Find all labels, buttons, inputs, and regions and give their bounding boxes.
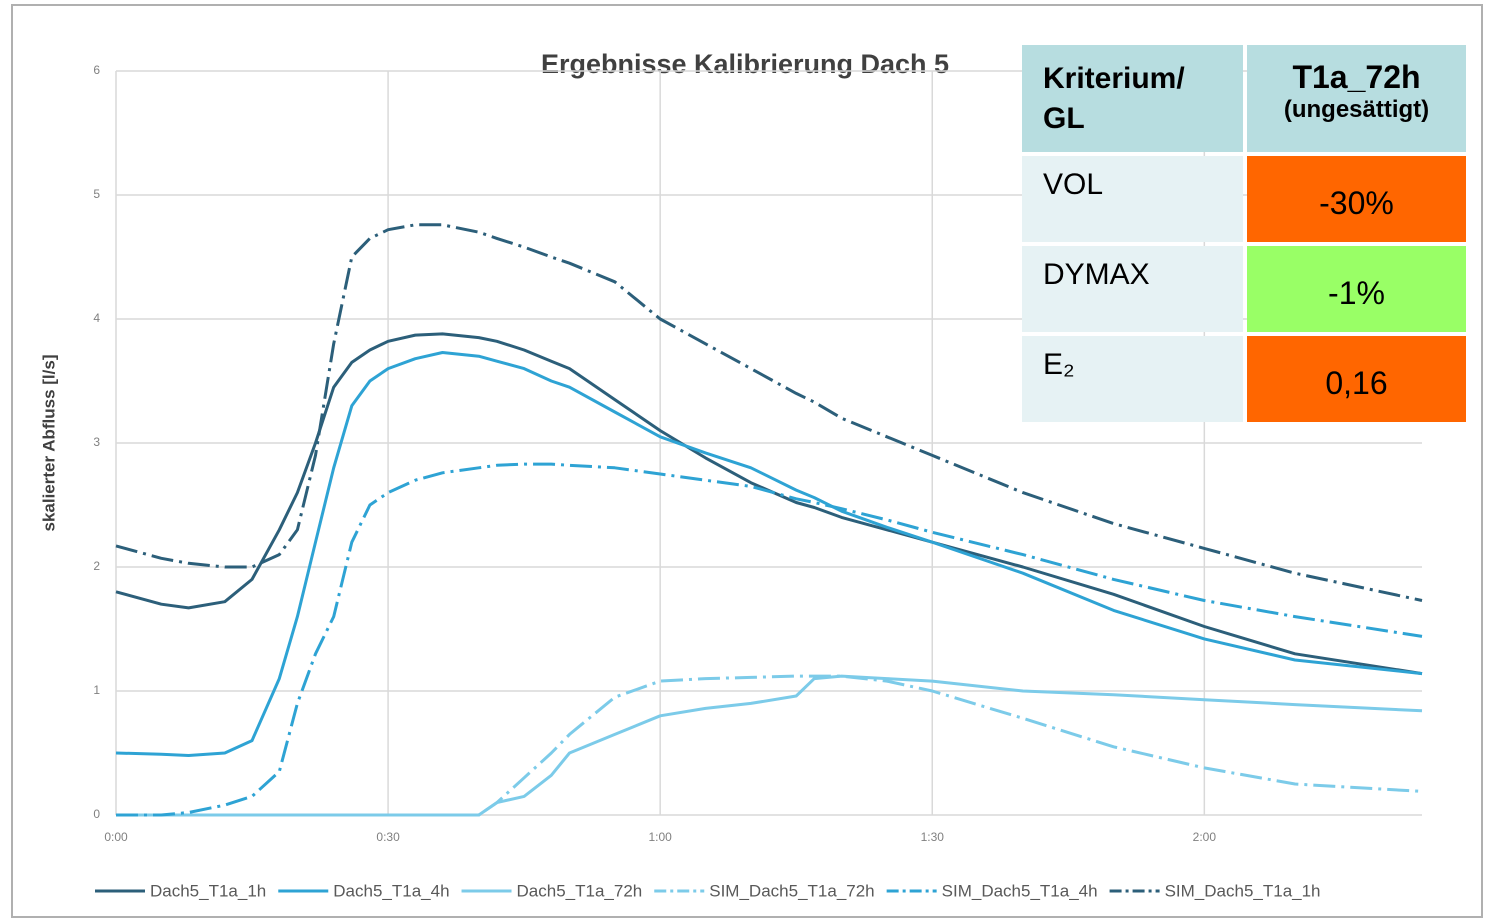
series-line xyxy=(116,674,1423,817)
x-tick-label: 1:00 xyxy=(648,830,672,844)
header-cell: T1a_72h (ungesättigt) xyxy=(1247,45,1466,152)
table-row: VOL -30% xyxy=(1022,156,1486,242)
table-body: VOL -30% DYMAX -1% E₂ 0,16 xyxy=(1022,156,1486,422)
legend-label: Dach5_T1a_1h xyxy=(150,881,266,900)
header-cell: Kriterium/ GL xyxy=(1022,45,1243,152)
series-line xyxy=(115,223,1423,602)
row-value: -1% xyxy=(1247,246,1466,332)
criteria-table: Kriterium/ GL T1a_72h (ungesättigt) VOL -… xyxy=(1022,45,1486,426)
table-row: DYMAX -1% xyxy=(1022,246,1486,332)
series-line xyxy=(115,351,1423,757)
x-tick-label: 1:30 xyxy=(921,830,945,844)
legend-label: SIM_Dach5_T1a_72h xyxy=(709,881,874,900)
row-label: VOL xyxy=(1022,156,1243,242)
chart-title: Ergebnisse Kalibrierung Dach 5 xyxy=(541,49,949,79)
legend-label: SIM_Dach5_T1a_4h xyxy=(942,881,1098,900)
x-tick-label: 0:30 xyxy=(376,830,400,844)
row-label: E₂ xyxy=(1022,336,1243,422)
table-header: Kriterium/ GL T1a_72h (ungesättigt) xyxy=(1022,45,1486,152)
series-line xyxy=(116,462,1423,817)
y-tick-label: 1 xyxy=(93,683,100,697)
y-tick-label: 2 xyxy=(93,559,100,573)
y-tick-label: 6 xyxy=(93,63,100,77)
table-row: E₂ 0,16 xyxy=(1022,336,1486,422)
legend-label: Dach5_T1a_4h xyxy=(333,881,449,900)
series-line xyxy=(116,674,1423,817)
row-value: 0,16 xyxy=(1247,336,1466,422)
header-note: (ungesättigt) xyxy=(1283,96,1430,123)
row-value: -30% xyxy=(1247,156,1466,242)
y-tick-label: 4 xyxy=(93,311,100,325)
y-tick-label: 0 xyxy=(93,807,100,821)
legend-label: SIM_Dach5_T1a_1h xyxy=(1165,881,1321,900)
header-text: T1a_72h xyxy=(1292,59,1421,95)
legend-label: Dach5_T1a_72h xyxy=(517,881,643,900)
frame xyxy=(11,4,1483,918)
x-tick-label: 2:00 xyxy=(1193,830,1217,844)
row-label: DYMAX xyxy=(1022,246,1243,332)
y-tick-label: 3 xyxy=(93,435,100,449)
y-tick-label: 5 xyxy=(93,187,100,201)
x-tick-label: 0:00 xyxy=(104,830,128,844)
y-axis-label: skalierter Abfluss [l/s] xyxy=(39,355,58,532)
